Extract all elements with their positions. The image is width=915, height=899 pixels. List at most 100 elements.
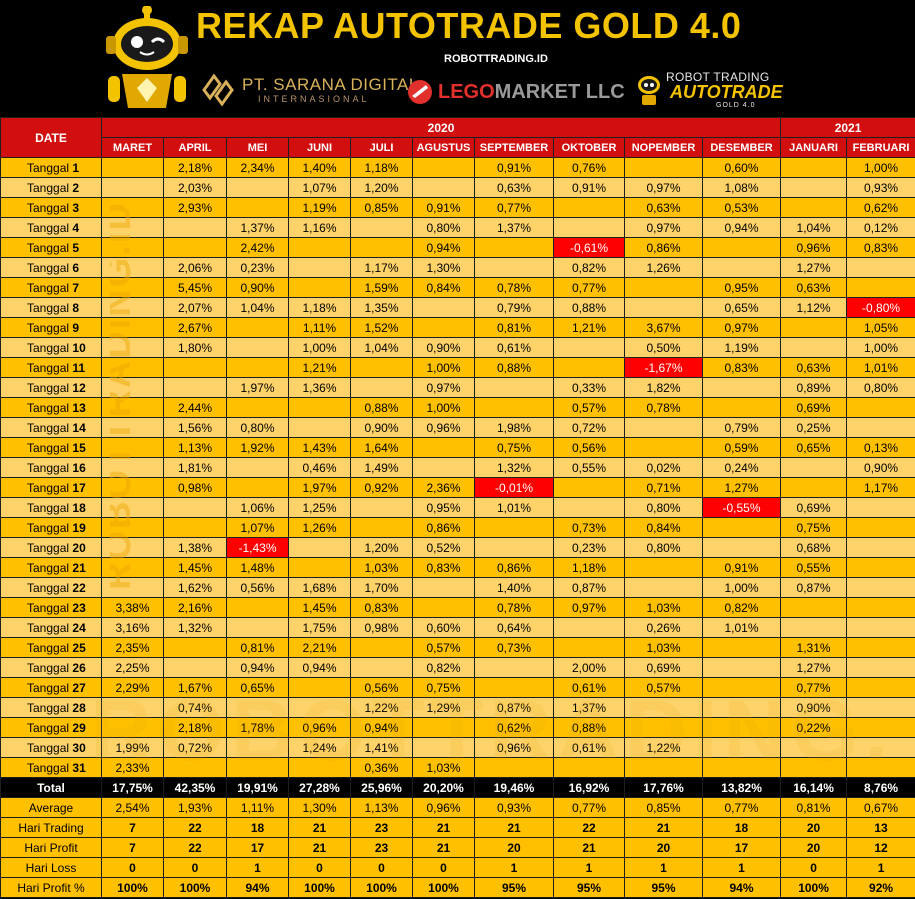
table-cell: 0,82%	[412, 657, 475, 678]
table-cell	[101, 177, 164, 198]
table-cell: 1,59%	[350, 277, 413, 298]
table-cell	[474, 237, 554, 258]
table-cell	[412, 317, 475, 338]
day-number: 21	[72, 560, 86, 575]
table-cell	[474, 757, 554, 778]
table-cell: 0,81%	[474, 317, 554, 338]
summary-label: Average	[0, 797, 102, 818]
table-row: Tanggal 12 1,97% 1,36% 0,97% 0,33% 1,82% 0,89%…	[0, 377, 915, 398]
table-row: Tanggal 22 1,62% 0,56% 1,68% 1,70% 1,40% 0,87%…	[0, 577, 915, 598]
table-cell	[553, 497, 625, 518]
table-cell	[701, 657, 782, 678]
table-cell	[846, 397, 915, 418]
day-prefix: Tanggal	[27, 460, 70, 475]
month-header-juni: JUNI	[288, 137, 351, 158]
table-cell: 1,81%	[163, 457, 227, 478]
table-cell: 2,42%	[226, 237, 289, 258]
table-cell: 1,40%	[288, 157, 351, 178]
table-cell	[553, 217, 625, 238]
logo-lego-name: LEGOMARKET LLC	[438, 80, 625, 104]
day-number: 18	[72, 500, 86, 515]
table-cell: 1,07%	[226, 517, 289, 538]
page-title: REKAP AUTOTRADE GOLD 4.0	[196, 5, 742, 46]
table-cell: 0,75%	[474, 437, 554, 458]
table-cell: 0,69%	[780, 397, 848, 418]
table-cell	[101, 337, 164, 358]
summary-cell: 42,35%	[163, 777, 227, 798]
table-cell	[701, 757, 782, 778]
table-cell	[624, 157, 703, 178]
table-cell	[701, 717, 782, 738]
table-cell: 0,97%	[412, 377, 475, 398]
summary-cell: 21	[474, 817, 554, 838]
summary-cell: 95%	[553, 877, 625, 898]
table-cell	[350, 237, 413, 258]
table-cell: 0,84%	[412, 277, 475, 298]
table-cell	[288, 757, 351, 778]
table-cell	[846, 597, 915, 618]
table-cell: 0,69%	[624, 657, 703, 678]
table-cell	[846, 717, 915, 738]
table-cell: 0,96%	[780, 237, 848, 258]
table-cell: 0,26%	[624, 617, 703, 638]
table-cell: 2,33%	[101, 757, 164, 778]
table-cell	[101, 517, 164, 538]
summary-cell: 17,76%	[624, 777, 703, 798]
table-cell: 1,13%	[163, 437, 227, 458]
day-number: 28	[72, 700, 86, 715]
table-cell: 0,24%	[701, 457, 782, 478]
table-cell: 0,12%	[846, 217, 915, 238]
summary-cell: 18	[701, 817, 782, 838]
table-cell: 0,80%	[624, 497, 703, 518]
summary-cell: 0	[412, 857, 475, 878]
table-cell	[101, 557, 164, 578]
month-header-februari: FEBRUARI	[846, 137, 915, 158]
table-cell: 1,20%	[350, 537, 413, 558]
table-cell	[288, 677, 351, 698]
table-cell: 0,65%	[701, 297, 782, 318]
table-cell: 0,73%	[474, 637, 554, 658]
table-cell: 0,61%	[553, 737, 625, 758]
day-number: 14	[72, 420, 86, 435]
table-cell	[474, 677, 554, 698]
table-cell: 1,43%	[288, 437, 351, 458]
table-cell	[288, 277, 351, 298]
table-row: Tanggal 20 1,38% -1,43% 1,20% 0,52% 0,23% 0,80…	[0, 537, 915, 558]
summary-cell: 1	[701, 857, 782, 878]
table-cell	[701, 677, 782, 698]
table-cell: 1,19%	[701, 337, 782, 358]
pt-sarana-digital-logo: PT. SARANA DIGITAL INTERNASIONAL	[200, 72, 418, 108]
day-label: Tanggal 13	[0, 397, 102, 418]
table-cell: 0,73%	[553, 517, 625, 538]
month-header-row: MARET APRIL MEI JUNI JULI AGUSTUS SEPTEMBER OKT…	[1, 137, 915, 158]
day-prefix: Tanggal	[27, 760, 70, 775]
table-cell: 0,63%	[780, 277, 848, 298]
table-cell: 1,01%	[474, 497, 554, 518]
table-cell: 1,80%	[163, 337, 227, 358]
day-number: 25	[72, 640, 86, 655]
summary-row: Hari Loss 0 0 1 0 0 0 1 1 1 1 0 1	[0, 857, 915, 878]
table-cell: 2,34%	[226, 157, 289, 178]
table-row: Tanggal 26 2,25% 0,94% 0,94% 0,82% 2,00% 0,69%…	[0, 657, 915, 678]
summary-row: Hari Trading 7 22 18 21 23 21 21 22 21 18 20 13	[0, 817, 915, 838]
recap-table: DATE 2020 2021 MARET APRIL MEI JUNI JULI AGUS…	[0, 117, 915, 898]
table-cell	[624, 417, 703, 438]
table-cell: 0,92%	[350, 477, 413, 498]
month-header-april: APRIL	[163, 137, 227, 158]
table-cell	[701, 697, 782, 718]
summary-row: Total 17,75% 42,35% 19,91% 27,28% 25,96% 20,20…	[0, 777, 915, 798]
day-label: Tanggal 2	[0, 177, 102, 198]
day-label: Tanggal 19	[0, 517, 102, 538]
table-cell: 0,96%	[474, 737, 554, 758]
summary-cell: 13	[846, 817, 915, 838]
table-cell	[553, 637, 625, 658]
table-cell: 1,45%	[163, 557, 227, 578]
table-cell: 1,27%	[780, 657, 848, 678]
table-cell: 0,91%	[553, 177, 625, 198]
day-prefix: Tanggal	[27, 680, 70, 695]
table-cell: -0,55%	[701, 497, 782, 518]
table-cell: 0,82%	[701, 597, 782, 618]
summary-cell: 1	[624, 857, 703, 878]
summary-cell: 20	[624, 837, 703, 858]
table-cell: 2,00%	[553, 657, 625, 678]
